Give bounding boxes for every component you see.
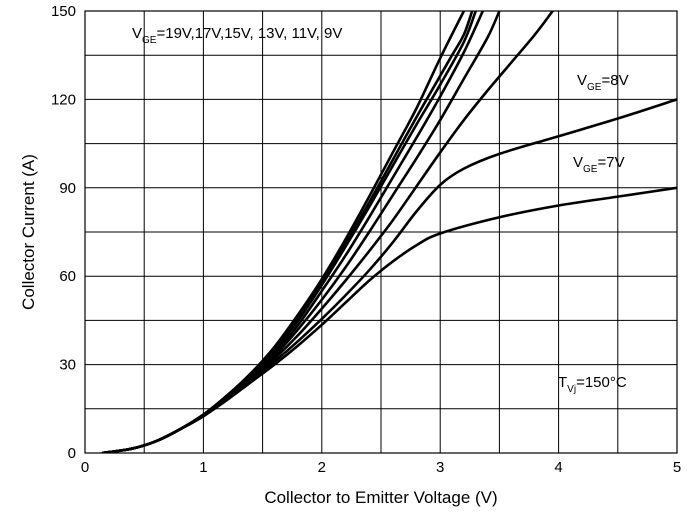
y-tick-label: 30: [59, 357, 76, 374]
x-tick-label: 0: [81, 459, 89, 476]
y-axis-title: Collector Current (A): [19, 154, 38, 310]
x-axis-title: Collector to Emitter Voltage (V): [264, 488, 497, 507]
y-tick-label: 60: [59, 268, 76, 285]
y-tick-label: 150: [51, 3, 76, 20]
x-tick-label: 3: [436, 459, 444, 476]
curves: [101, 11, 677, 453]
x-tick-labels: 0 1 2 3 4 5: [81, 459, 681, 476]
y-tick-label: 0: [68, 445, 76, 462]
x-tick-label: 1: [199, 459, 207, 476]
vge-8v-annotation: VGE=8V: [577, 72, 629, 93]
y-tick-label: 90: [59, 180, 76, 197]
temperature-annotation: TVj=150°C: [558, 374, 627, 395]
x-tick-label: 2: [318, 459, 326, 476]
plot-frame: [84, 10, 678, 454]
x-tick-label: 5: [673, 459, 681, 476]
x-tick-label: 4: [554, 459, 562, 476]
curve-series-8: [101, 186, 677, 453]
y-tick-label: 120: [51, 91, 76, 108]
vge-7v-annotation: VGE=7V: [573, 154, 625, 175]
y-tick-labels: 0 30 60 90 120 150: [51, 3, 76, 462]
vge-high-annotation: VGE=19V,17V,15V, 13V, 11V, 9V: [132, 25, 342, 46]
